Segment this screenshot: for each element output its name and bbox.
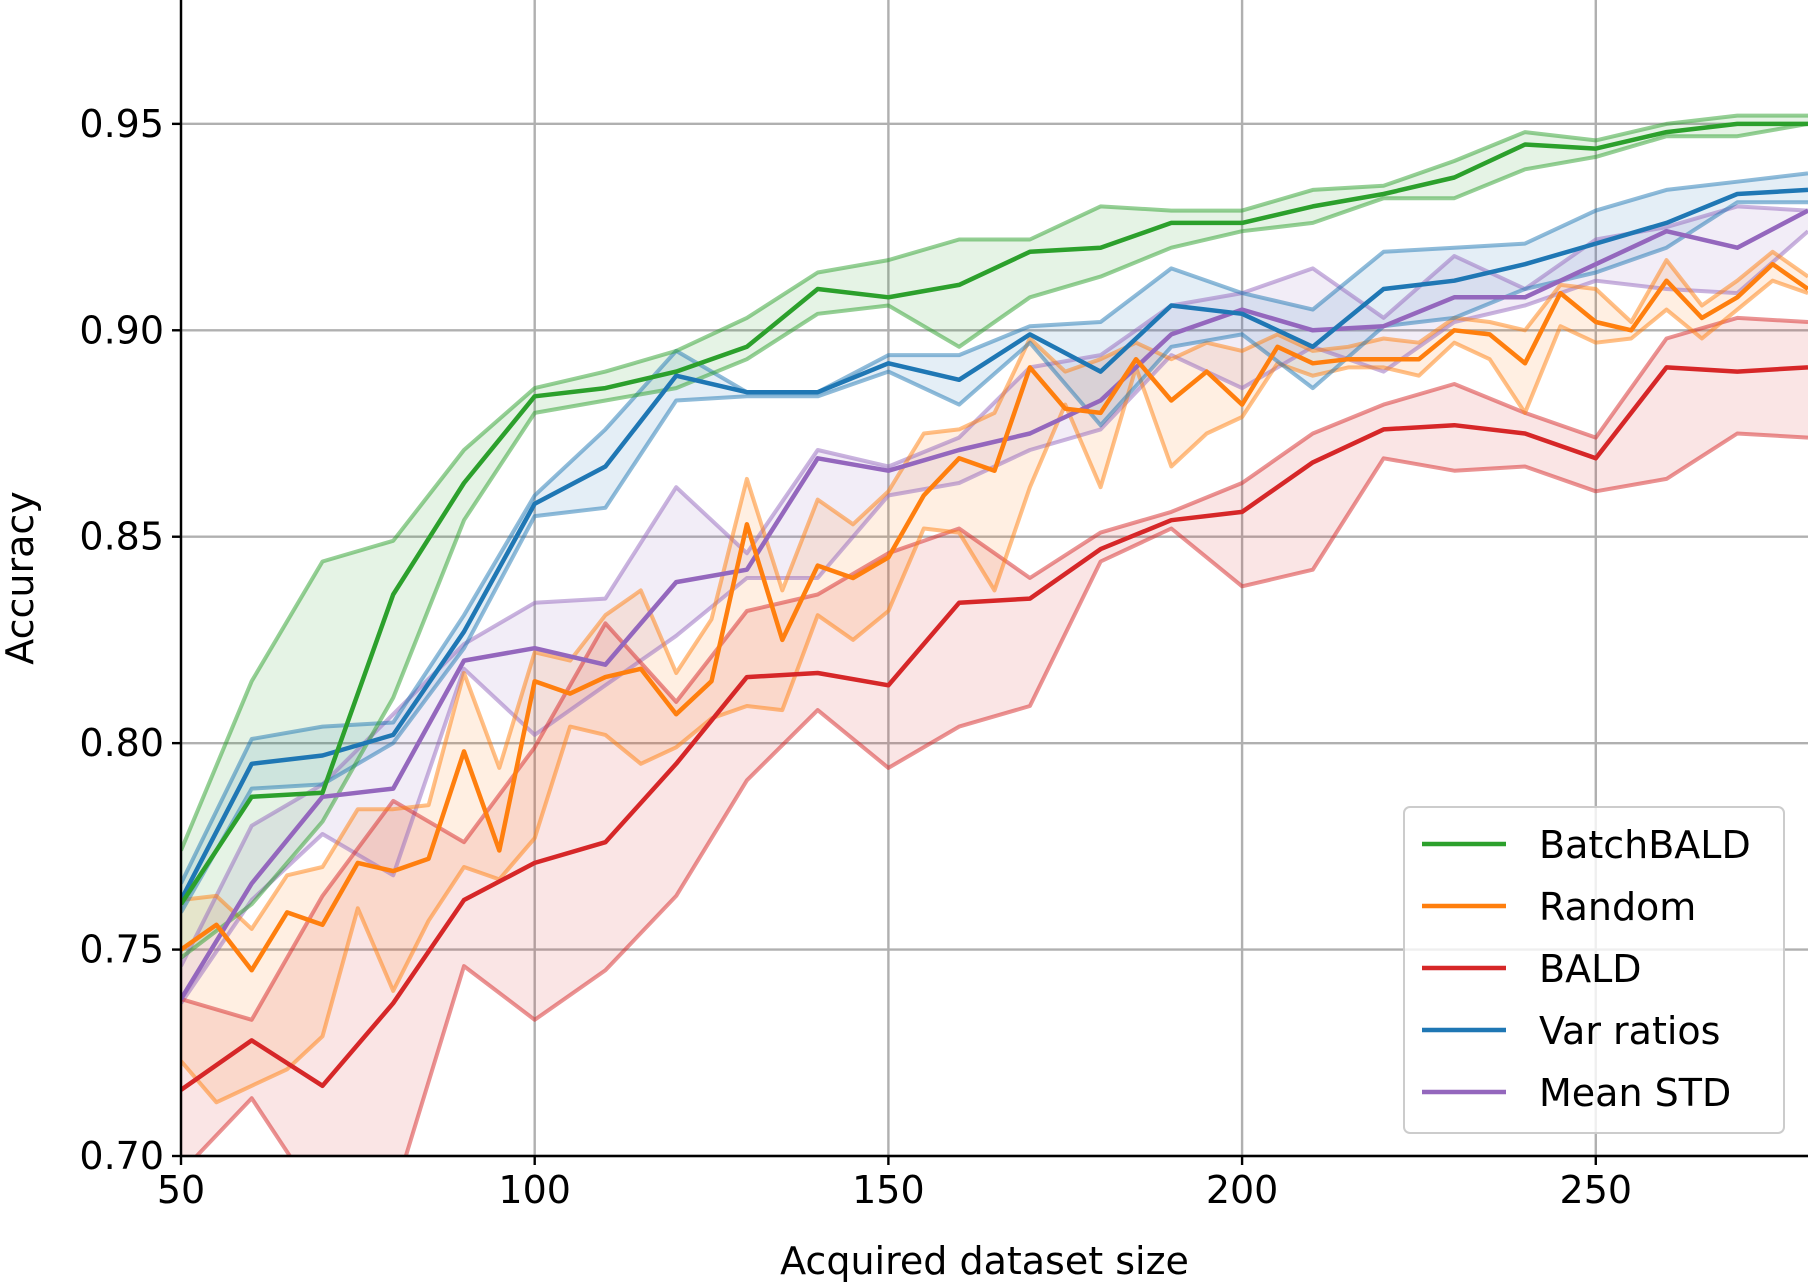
mean-line-batchbald [181,121,1808,906]
legend-frame [1403,806,1785,1134]
legend-label: Mean STD [1539,1071,1731,1115]
x-tick-label: 50 [157,1168,205,1212]
legend-label: Random [1539,885,1696,929]
lower-line-bald [193,431,1808,1156]
lower-line-random [181,278,1808,1105]
band-bald [181,317,1808,1156]
y-tick-label: 0.90 [79,308,164,352]
upper-line-bald [181,315,1808,1022]
upper-line-mean-std [181,204,1808,967]
y-tick-label: 0.70 [79,1134,164,1178]
band-batchbald [181,115,1808,958]
series-lines [181,113,1808,1156]
x-axis-label: Acquired dataset size [780,1239,1189,1283]
y-tick-label: 0.95 [79,102,164,146]
y-tick-label: 0.85 [79,515,164,559]
band-random [181,251,1808,1103]
legend-label: BatchBALD [1539,823,1751,867]
mean-line-bald [181,365,1808,1092]
x-tick-label: 100 [498,1168,571,1212]
legend-label: Var ratios [1539,1009,1720,1053]
upper-line-batchbald [181,113,1808,852]
lower-line-var-ratios [181,200,1808,914]
upper-line-random [181,249,1808,931]
band-var-ratios [181,173,1808,913]
mean-line-var-ratios [181,187,1808,902]
legend: BatchBALD Random BALD Var ratios Mean STD [1403,806,1785,1134]
lower-line-batchbald [181,121,1808,960]
upper-line-var-ratios [181,171,1808,885]
legend-label: BALD [1539,947,1642,991]
mean-line-mean-std [181,208,1808,1001]
x-tick-label: 250 [1560,1168,1633,1212]
x-tick-label: 200 [1206,1168,1279,1212]
y-tick-label: 0.75 [79,928,164,972]
y-axis-label: Accuracy [0,491,42,665]
mean-line-random [181,261,1808,973]
y-tick-label: 0.80 [79,721,164,765]
x-tick-label: 150 [852,1168,925,1212]
